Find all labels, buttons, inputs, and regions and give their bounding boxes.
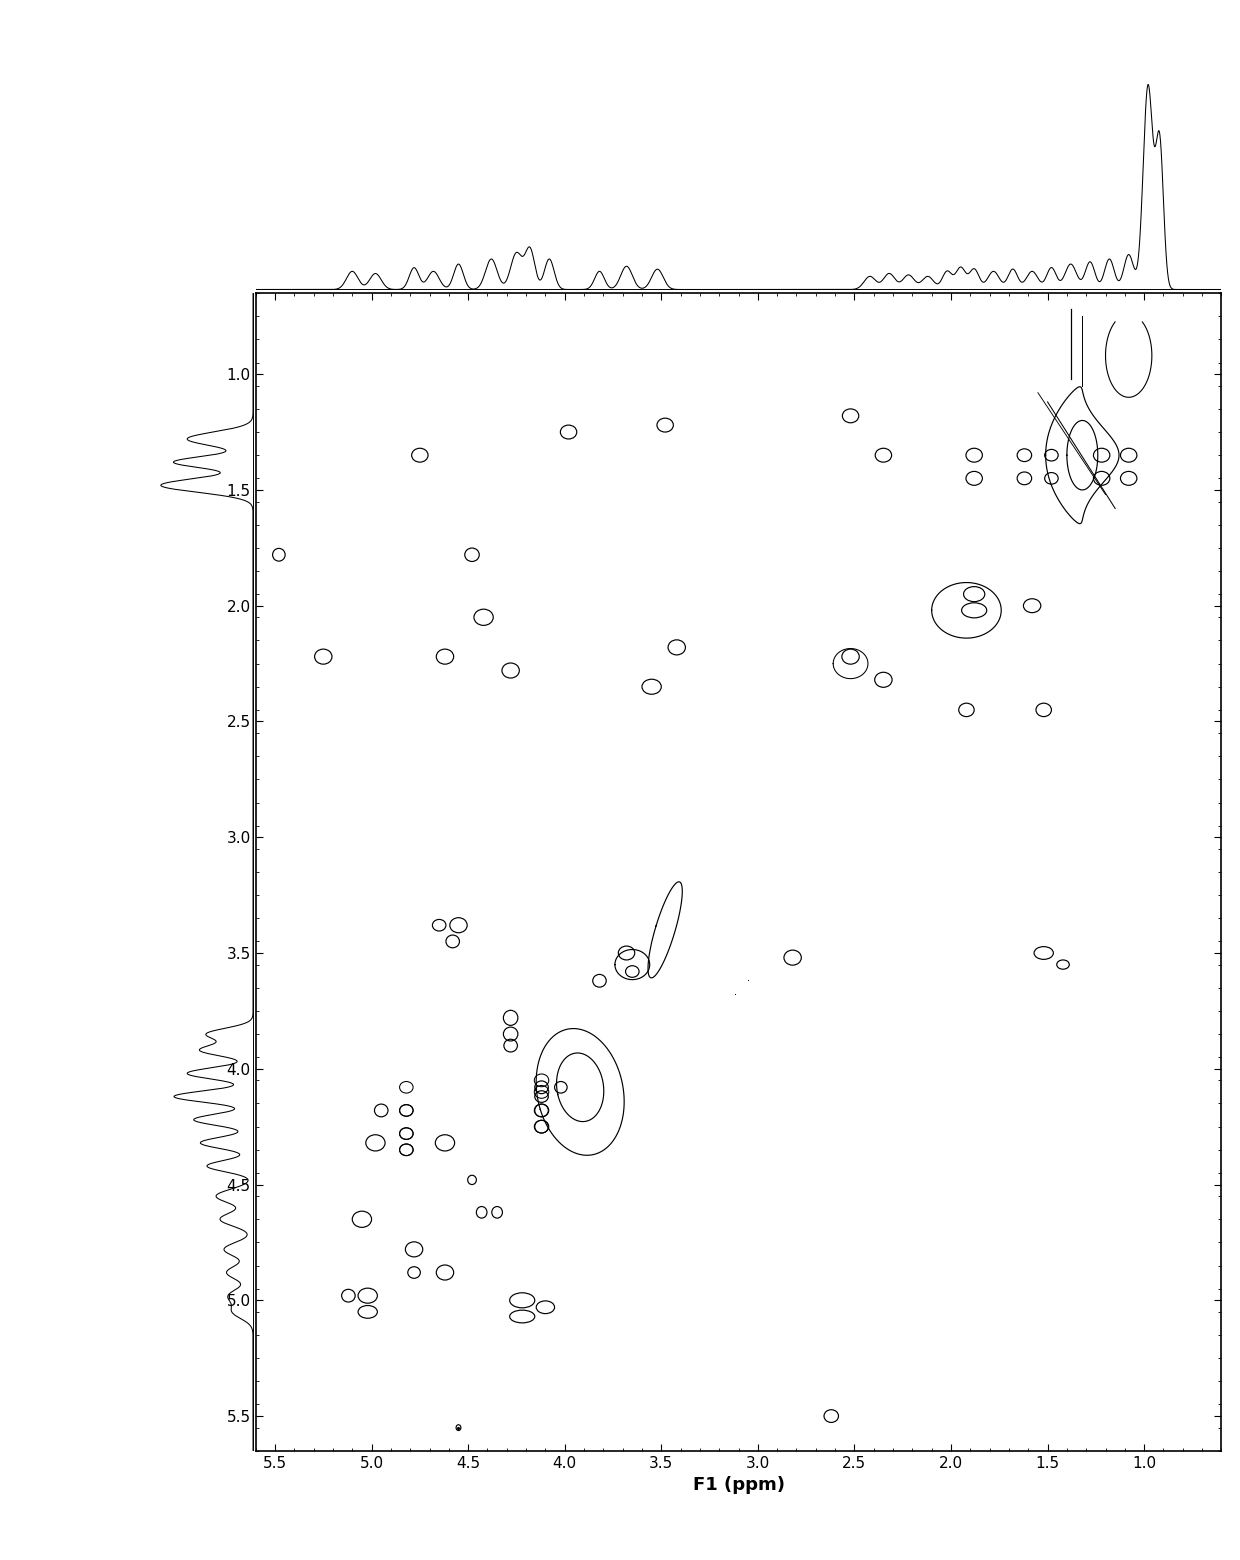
Text: F2
(ppm): F2 (ppm) xyxy=(263,340,304,370)
X-axis label: F1 (ppm): F1 (ppm) xyxy=(693,1476,785,1494)
